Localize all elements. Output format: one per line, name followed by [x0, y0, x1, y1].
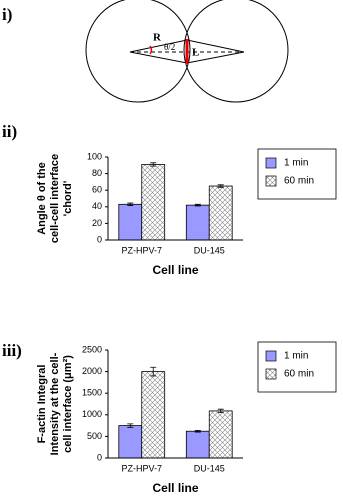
label-angle: θ/2	[164, 42, 175, 52]
bar	[141, 371, 166, 459]
x-tick-label: DU-145	[194, 463, 225, 473]
cell-right	[183, 0, 289, 103]
chart: iii) 0 500 1000 1500 2000 2500 F-actin Integral…	[2, 341, 337, 495]
error-bar	[194, 203, 201, 207]
panel-label: ii)	[2, 122, 17, 141]
y-axis-label: F-actin Integral	[36, 365, 48, 444]
legend-swatch	[265, 157, 277, 169]
error-bar	[217, 184, 224, 188]
panel-label: i)	[2, 5, 12, 24]
y-tick-label: 20	[92, 218, 102, 228]
label-r: R	[153, 32, 162, 44]
bar	[185, 430, 210, 459]
y-tick-label: 2000	[82, 366, 102, 376]
error-bar	[127, 202, 134, 206]
error-bar	[150, 366, 157, 377]
legend-swatch	[265, 350, 277, 362]
legend-label: 1 min	[284, 158, 308, 169]
y-axis-label: cell-cell interface	[49, 154, 61, 243]
y-tick-label: 60	[92, 185, 102, 195]
bar	[118, 203, 143, 241]
y-tick-label: 500	[87, 431, 102, 441]
legend-box	[257, 148, 337, 200]
y-tick-label: 40	[92, 201, 102, 211]
label-l: L	[192, 47, 199, 59]
legend-label: 60 min	[284, 369, 314, 380]
bar	[141, 164, 166, 241]
x-tick-label: PZ-HPV-7	[121, 463, 162, 473]
y-tick-label: 1500	[82, 388, 102, 398]
legend-box	[257, 341, 337, 393]
error-bar	[127, 423, 134, 428]
panel-label: iii)	[2, 341, 22, 360]
y-axis-label: 'chord'	[62, 180, 74, 216]
error-bar	[194, 429, 201, 433]
y-tick-label: 0	[97, 452, 102, 462]
x-tick-label: PZ-HPV-7	[121, 245, 162, 255]
error-bar	[217, 408, 224, 414]
y-axis-label: Intensity at the cell-	[49, 352, 61, 455]
cell-left	[85, 0, 191, 103]
legend-label: 60 min	[284, 176, 314, 187]
y-tick-label: 80	[92, 168, 102, 178]
chart: ii) 0 20 40 60 80 100 Angle θ of the cell-cell i…	[2, 122, 337, 277]
bar	[208, 185, 233, 241]
y-axis-label: cell interface (μm²)	[62, 355, 74, 453]
diagram: i) R θ/2 L	[2, 0, 289, 103]
y-tick-label: 0	[97, 234, 102, 244]
angle-arc	[149, 45, 153, 55]
x-tick-label: DU-145	[194, 245, 225, 255]
y-axis-label: Angle θ of the	[36, 162, 48, 235]
legend-label: 1 min	[284, 351, 308, 362]
bar	[118, 425, 143, 459]
bar	[185, 204, 210, 241]
legend-swatch	[265, 368, 277, 380]
y-tick-label: 1000	[82, 409, 102, 419]
error-bar	[150, 162, 157, 167]
x-axis-label: Cell line	[152, 481, 198, 495]
y-tick-label: 100	[87, 151, 102, 161]
legend-swatch	[265, 175, 277, 187]
bar	[208, 410, 233, 459]
x-axis-label: Cell line	[152, 263, 198, 277]
y-tick-label: 2500	[82, 344, 102, 354]
